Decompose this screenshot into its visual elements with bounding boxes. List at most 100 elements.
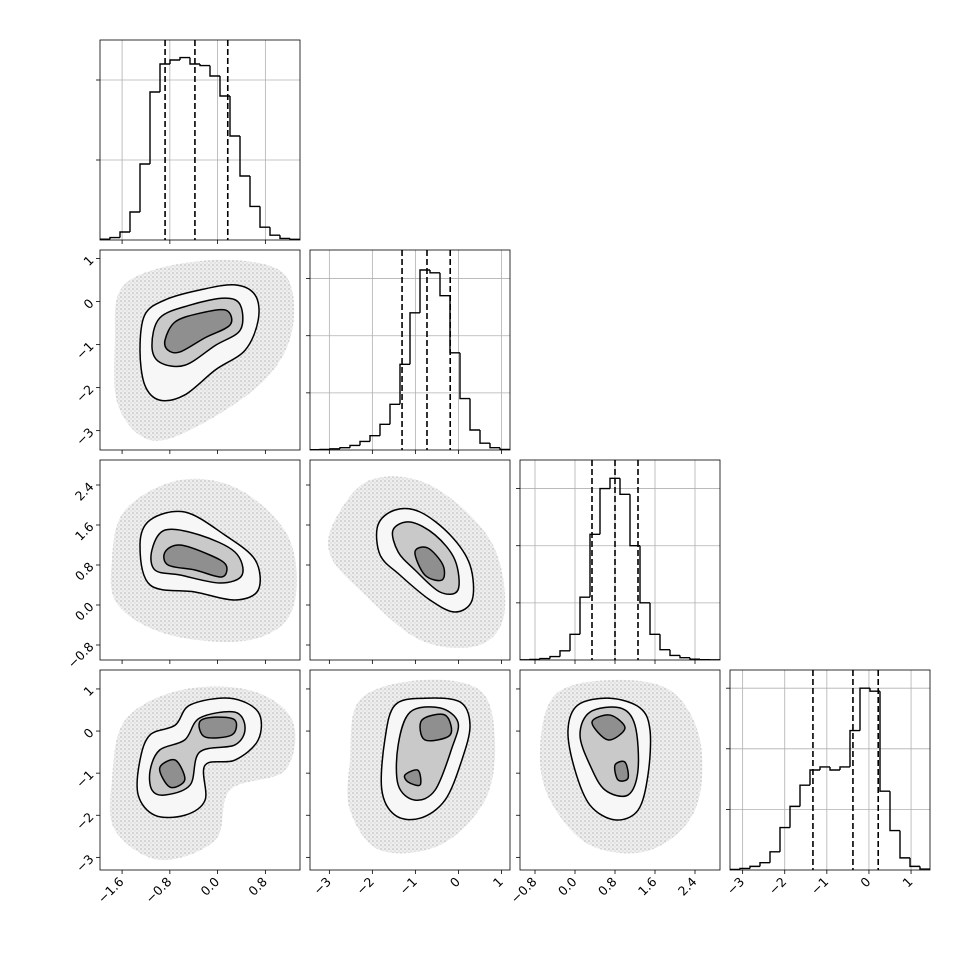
histogram-bin [159,63,170,92]
y-tick-label: −3 [73,851,97,875]
histogram-bin [229,96,240,137]
y-tick-label: −1 [73,767,97,791]
panel-area [328,476,506,649]
histogram-bin [609,477,620,489]
y-tick-label: 2.4 [72,479,97,504]
contour [158,758,186,789]
histogram-bin [649,602,660,635]
y-tick-label: 0.0 [72,599,97,624]
x-tick-label: 2.4 [675,874,700,899]
panel-frame [309,669,511,871]
histogram-bin [409,312,420,365]
histogram-bin [569,633,580,651]
x-tick-label: 0.8 [245,874,270,899]
panel-area [109,686,296,861]
histogram-bin [879,691,890,792]
panel-area [730,670,930,870]
histogram-bin [639,545,650,604]
histogram-bin [419,269,430,313]
panel-frame [99,459,301,661]
histogram-bin [909,857,920,868]
y-tick-label: 0 [80,296,96,312]
histogram-bin [919,866,930,870]
histogram-bin [759,862,770,867]
histogram-bin [459,352,470,400]
y-tick-label: −2 [73,382,97,406]
x-tick-label: −1 [808,874,832,898]
histogram-bin [769,851,780,863]
histogram-bin [809,769,820,786]
histogram-bin [739,867,750,870]
panel-frame [309,459,511,661]
y-tick-label: 1 [80,253,96,269]
panel-frame [309,249,511,451]
panel-frame [519,669,721,871]
y-tick-label: 1.6 [72,519,97,544]
histogram-bin [789,805,800,828]
panel-frame [99,39,301,241]
histogram-bin [209,65,220,77]
histogram-bin [549,655,560,659]
panel-frame [99,249,301,451]
histogram-bin [349,444,360,448]
histogram-bin [479,430,490,444]
contour [198,716,238,739]
histogram-bin [889,791,900,832]
histogram-bin [169,59,180,64]
histogram-bin [859,687,870,731]
panel-area [110,478,297,642]
contour [403,769,422,787]
histogram-bin [849,729,860,767]
histogram-bin [899,830,910,859]
histogram-bin [139,163,150,212]
x-tick-label: −0.8 [142,874,174,906]
y-tick-label: 1 [80,683,96,699]
y-tick-label: −2 [73,809,97,833]
histogram-bin [659,634,670,651]
x-tick-label: −3 [310,874,334,898]
histogram-bin [779,826,790,852]
x-tick-label: 1 [899,874,915,890]
contour [419,713,453,742]
histogram-bin [109,236,120,240]
histogram-bin [749,865,760,869]
histogram-bin [219,76,230,97]
panel-frame [519,459,721,661]
histogram-bin [499,447,510,450]
contour [414,546,446,582]
histogram-bin [289,238,300,240]
y-tick-label: −1 [73,339,97,363]
histogram-bin [429,270,440,274]
panel-area [539,679,703,854]
histogram-bin [359,440,370,446]
x-tick-label: 0 [447,874,463,890]
contour [163,544,228,578]
x-tick-label: 0.0 [198,874,223,899]
histogram-bin [269,227,280,236]
x-tick-label: 0.8 [595,874,620,899]
histogram-bin [819,766,830,770]
histogram-bin [339,447,350,449]
histogram-bin [259,206,270,228]
x-tick-label: −2 [766,874,790,898]
histogram-bin [839,766,850,770]
histogram-bin [619,478,630,495]
y-tick-label: 0.8 [72,559,97,584]
histogram-bin [869,688,880,692]
histogram-bin [279,235,290,240]
histogram-bin [469,398,480,431]
histogram-bin [399,363,410,405]
x-tick-label: 1.6 [635,874,660,899]
x-tick-label: −3 [724,874,748,898]
histogram-bin [129,211,140,232]
histogram-bin [829,766,840,771]
histogram-bin [149,91,160,164]
panel-area [347,679,496,854]
panel-frame [729,669,931,871]
contour [591,714,626,741]
x-tick-label: −1 [396,874,420,898]
x-tick-label: 1 [490,874,506,890]
histogram-bin [249,176,260,208]
